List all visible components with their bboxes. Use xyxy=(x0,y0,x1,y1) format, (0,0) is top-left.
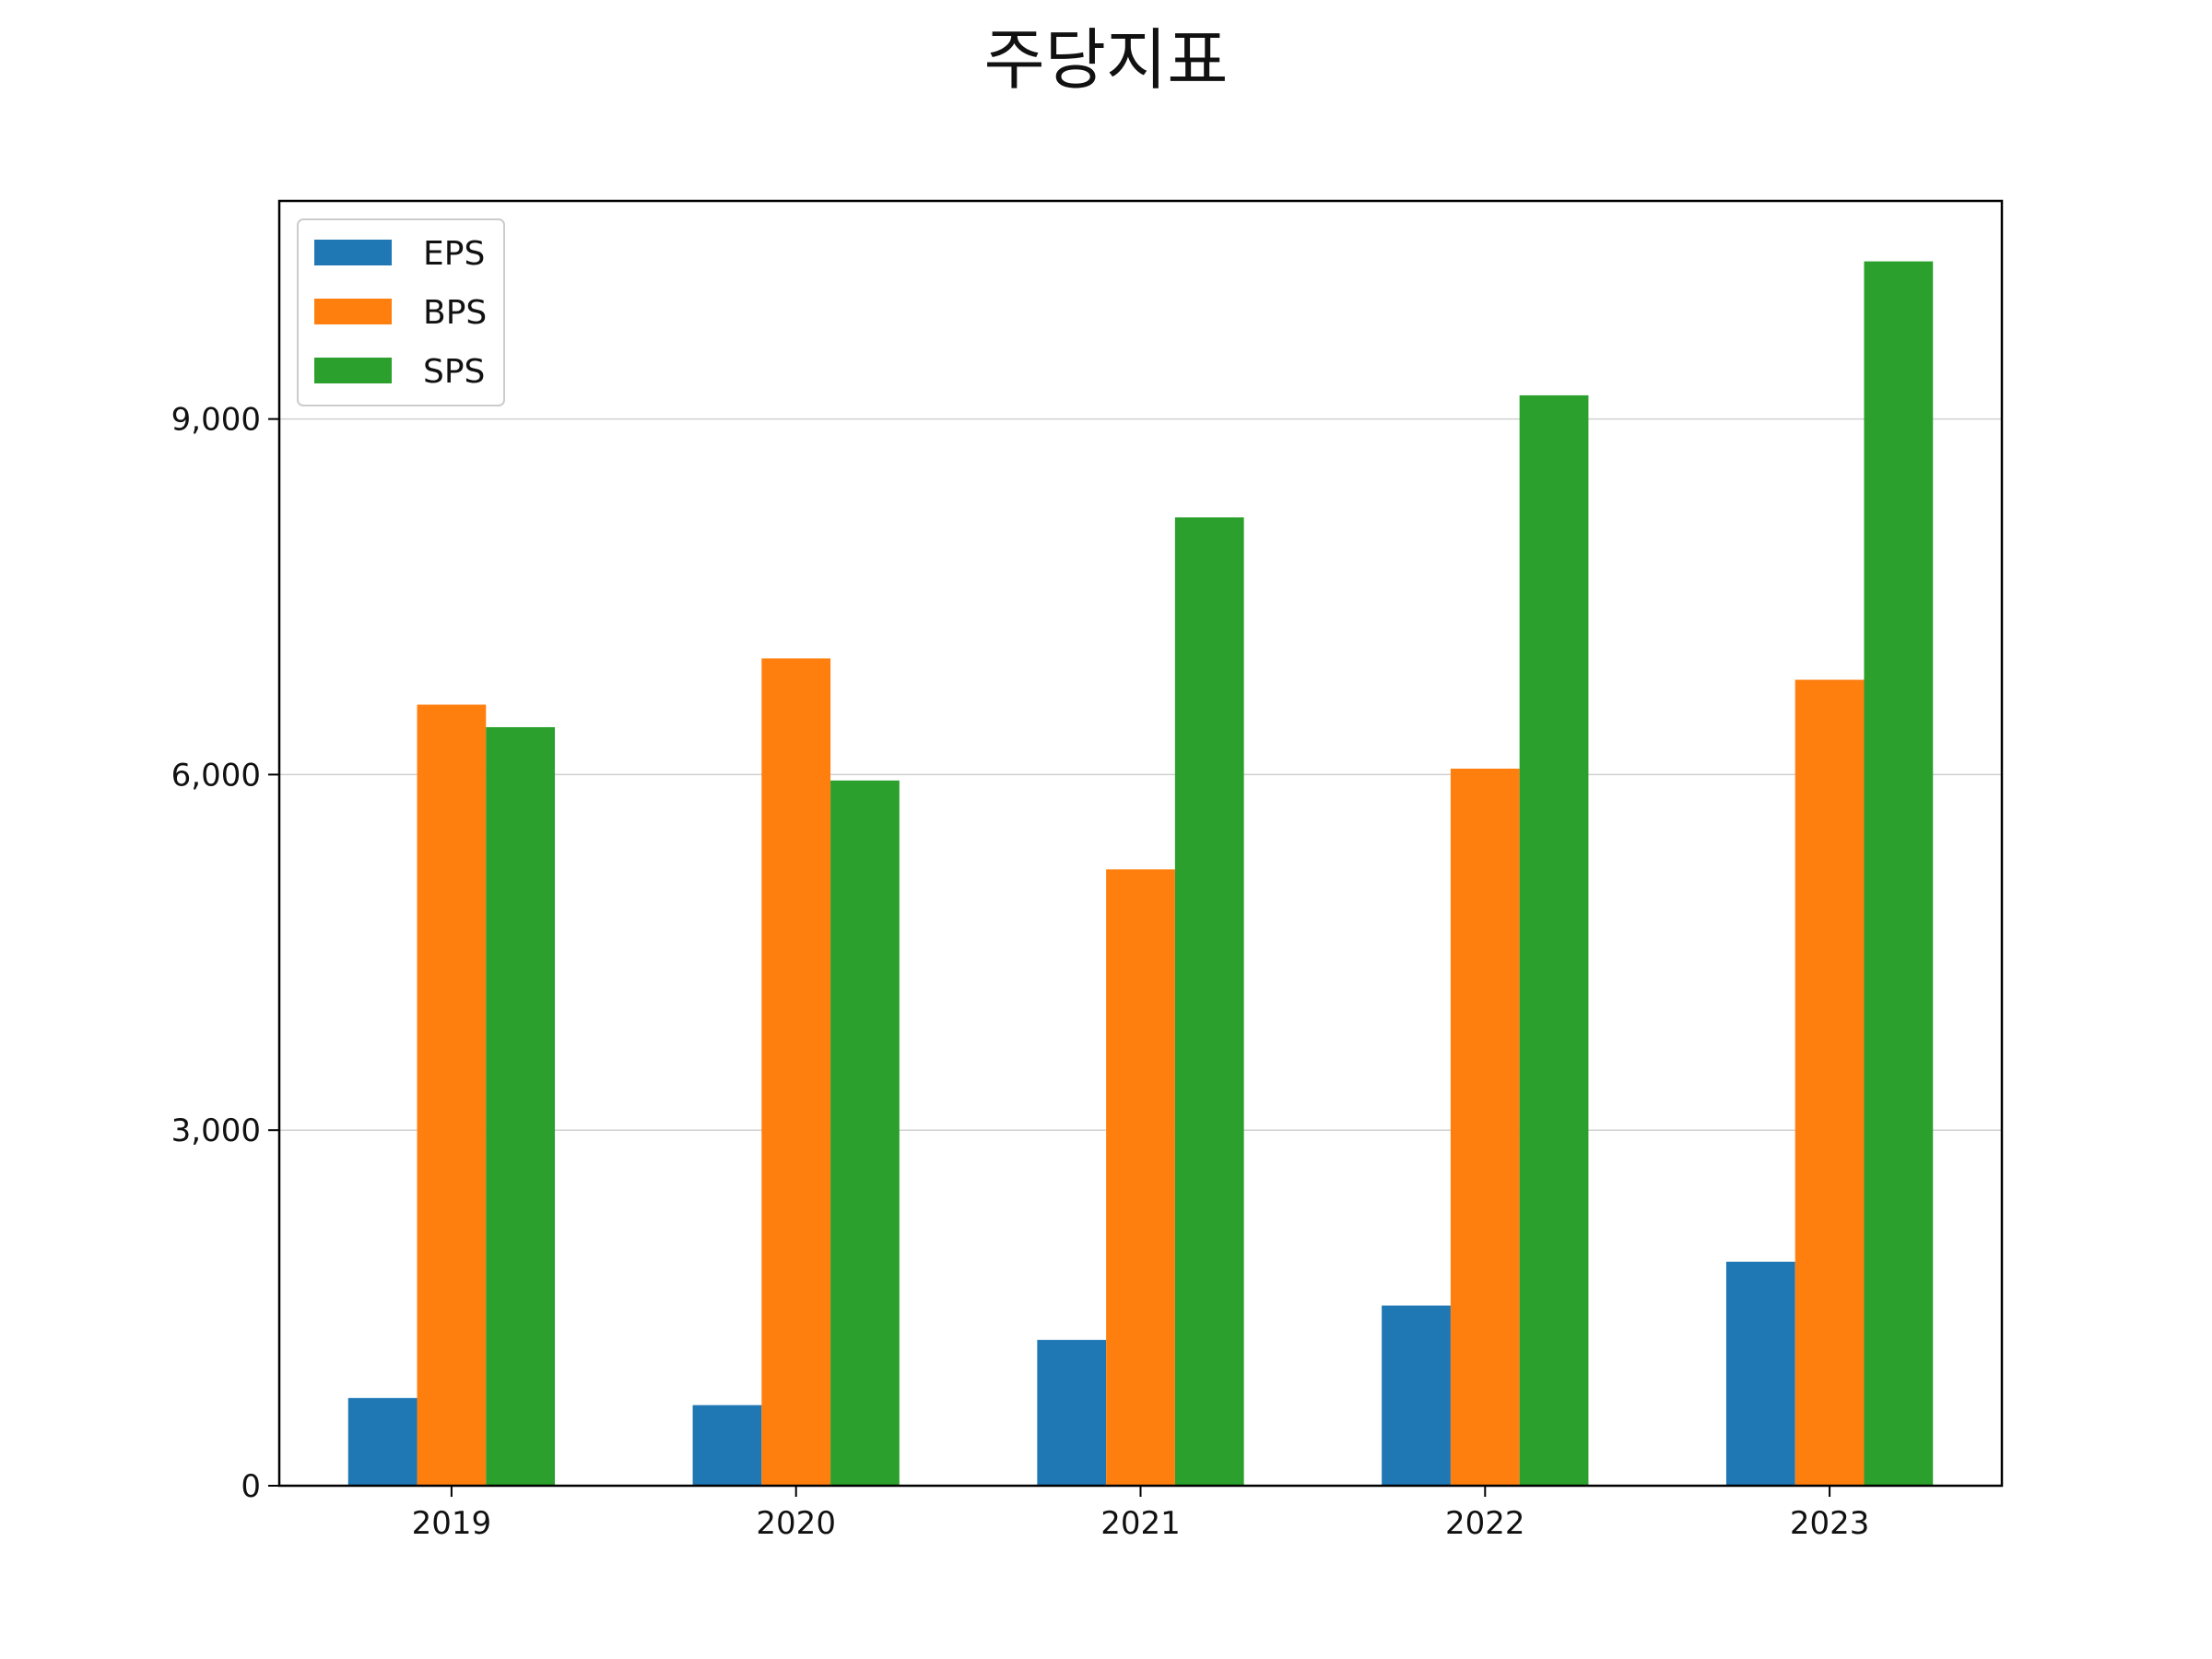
bar-sps-2022 xyxy=(1519,394,1589,1486)
y-tick-label: 6,000 xyxy=(171,757,261,794)
x-tick-label: 2022 xyxy=(1445,1505,1525,1542)
x-tick-label: 2021 xyxy=(1100,1505,1181,1542)
x-tick-label: 2020 xyxy=(756,1505,836,1542)
x-tick-label: 2023 xyxy=(1790,1505,1870,1542)
bar-bps-2020 xyxy=(761,658,831,1486)
bar-sps-2019 xyxy=(486,726,556,1486)
bar-sps-2023 xyxy=(1864,261,1934,1487)
x-axis: 2019 2020 2021 2022 2023 xyxy=(412,1486,1870,1542)
bar-bps-2022 xyxy=(1450,768,1520,1486)
y-tick-label: 0 xyxy=(241,1468,261,1505)
legend: EPS BPS SPS xyxy=(297,218,505,406)
legend-swatch-bps xyxy=(314,299,392,324)
legend-label-bps: BPS xyxy=(423,294,487,332)
bar-eps-2020 xyxy=(692,1405,762,1486)
bar-sps-2021 xyxy=(1174,517,1244,1486)
bar-sps-2020 xyxy=(830,780,900,1486)
chart-title: 주당지표 xyxy=(984,21,1229,99)
bar-bps-2021 xyxy=(1106,869,1175,1486)
y-axis: 0 3,000 6,000 9,000 xyxy=(171,402,279,1505)
bar-eps-2022 xyxy=(1382,1305,1451,1486)
bar-bps-2023 xyxy=(1794,679,1865,1486)
bar-eps-2021 xyxy=(1037,1339,1107,1486)
bar-eps-2019 xyxy=(347,1397,418,1486)
y-tick-label: 9,000 xyxy=(171,402,261,439)
legend-label-eps: EPS xyxy=(423,235,485,273)
bar-eps-2023 xyxy=(1725,1261,1795,1486)
y-tick-label: 3,000 xyxy=(171,1112,261,1149)
x-tick-label: 2019 xyxy=(412,1505,492,1542)
legend-swatch-eps xyxy=(314,240,392,265)
legend-label-sps: SPS xyxy=(423,353,485,391)
bar-bps-2019 xyxy=(417,704,487,1486)
legend-swatch-sps xyxy=(314,358,392,383)
bars xyxy=(347,261,1934,1487)
